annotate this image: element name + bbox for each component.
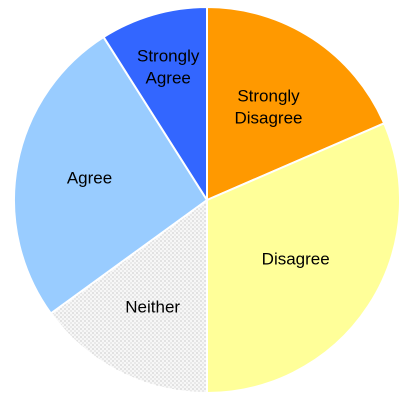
pie-slice-agree bbox=[13, 35, 209, 315]
pie-slice-disagree bbox=[206, 122, 399, 395]
slice-label-disagree: Disagree bbox=[262, 249, 330, 268]
slice-label-agree: Agree bbox=[67, 169, 112, 188]
slice-label-strongly-disagree: Strongly Disagree bbox=[234, 86, 302, 127]
slices-layer bbox=[13, 5, 399, 395]
pie-slice-neither bbox=[49, 198, 208, 395]
slice-label-neither: Neither bbox=[125, 298, 180, 317]
slice-label-strongly-agree: Strongly Agree bbox=[137, 47, 200, 88]
pie-slice-strongly-agree bbox=[102, 5, 208, 204]
pie-slice-strongly-disagree bbox=[206, 5, 386, 202]
labels-layer: Strongly Disagree Disagree Neither Agree Stro… bbox=[67, 47, 330, 317]
